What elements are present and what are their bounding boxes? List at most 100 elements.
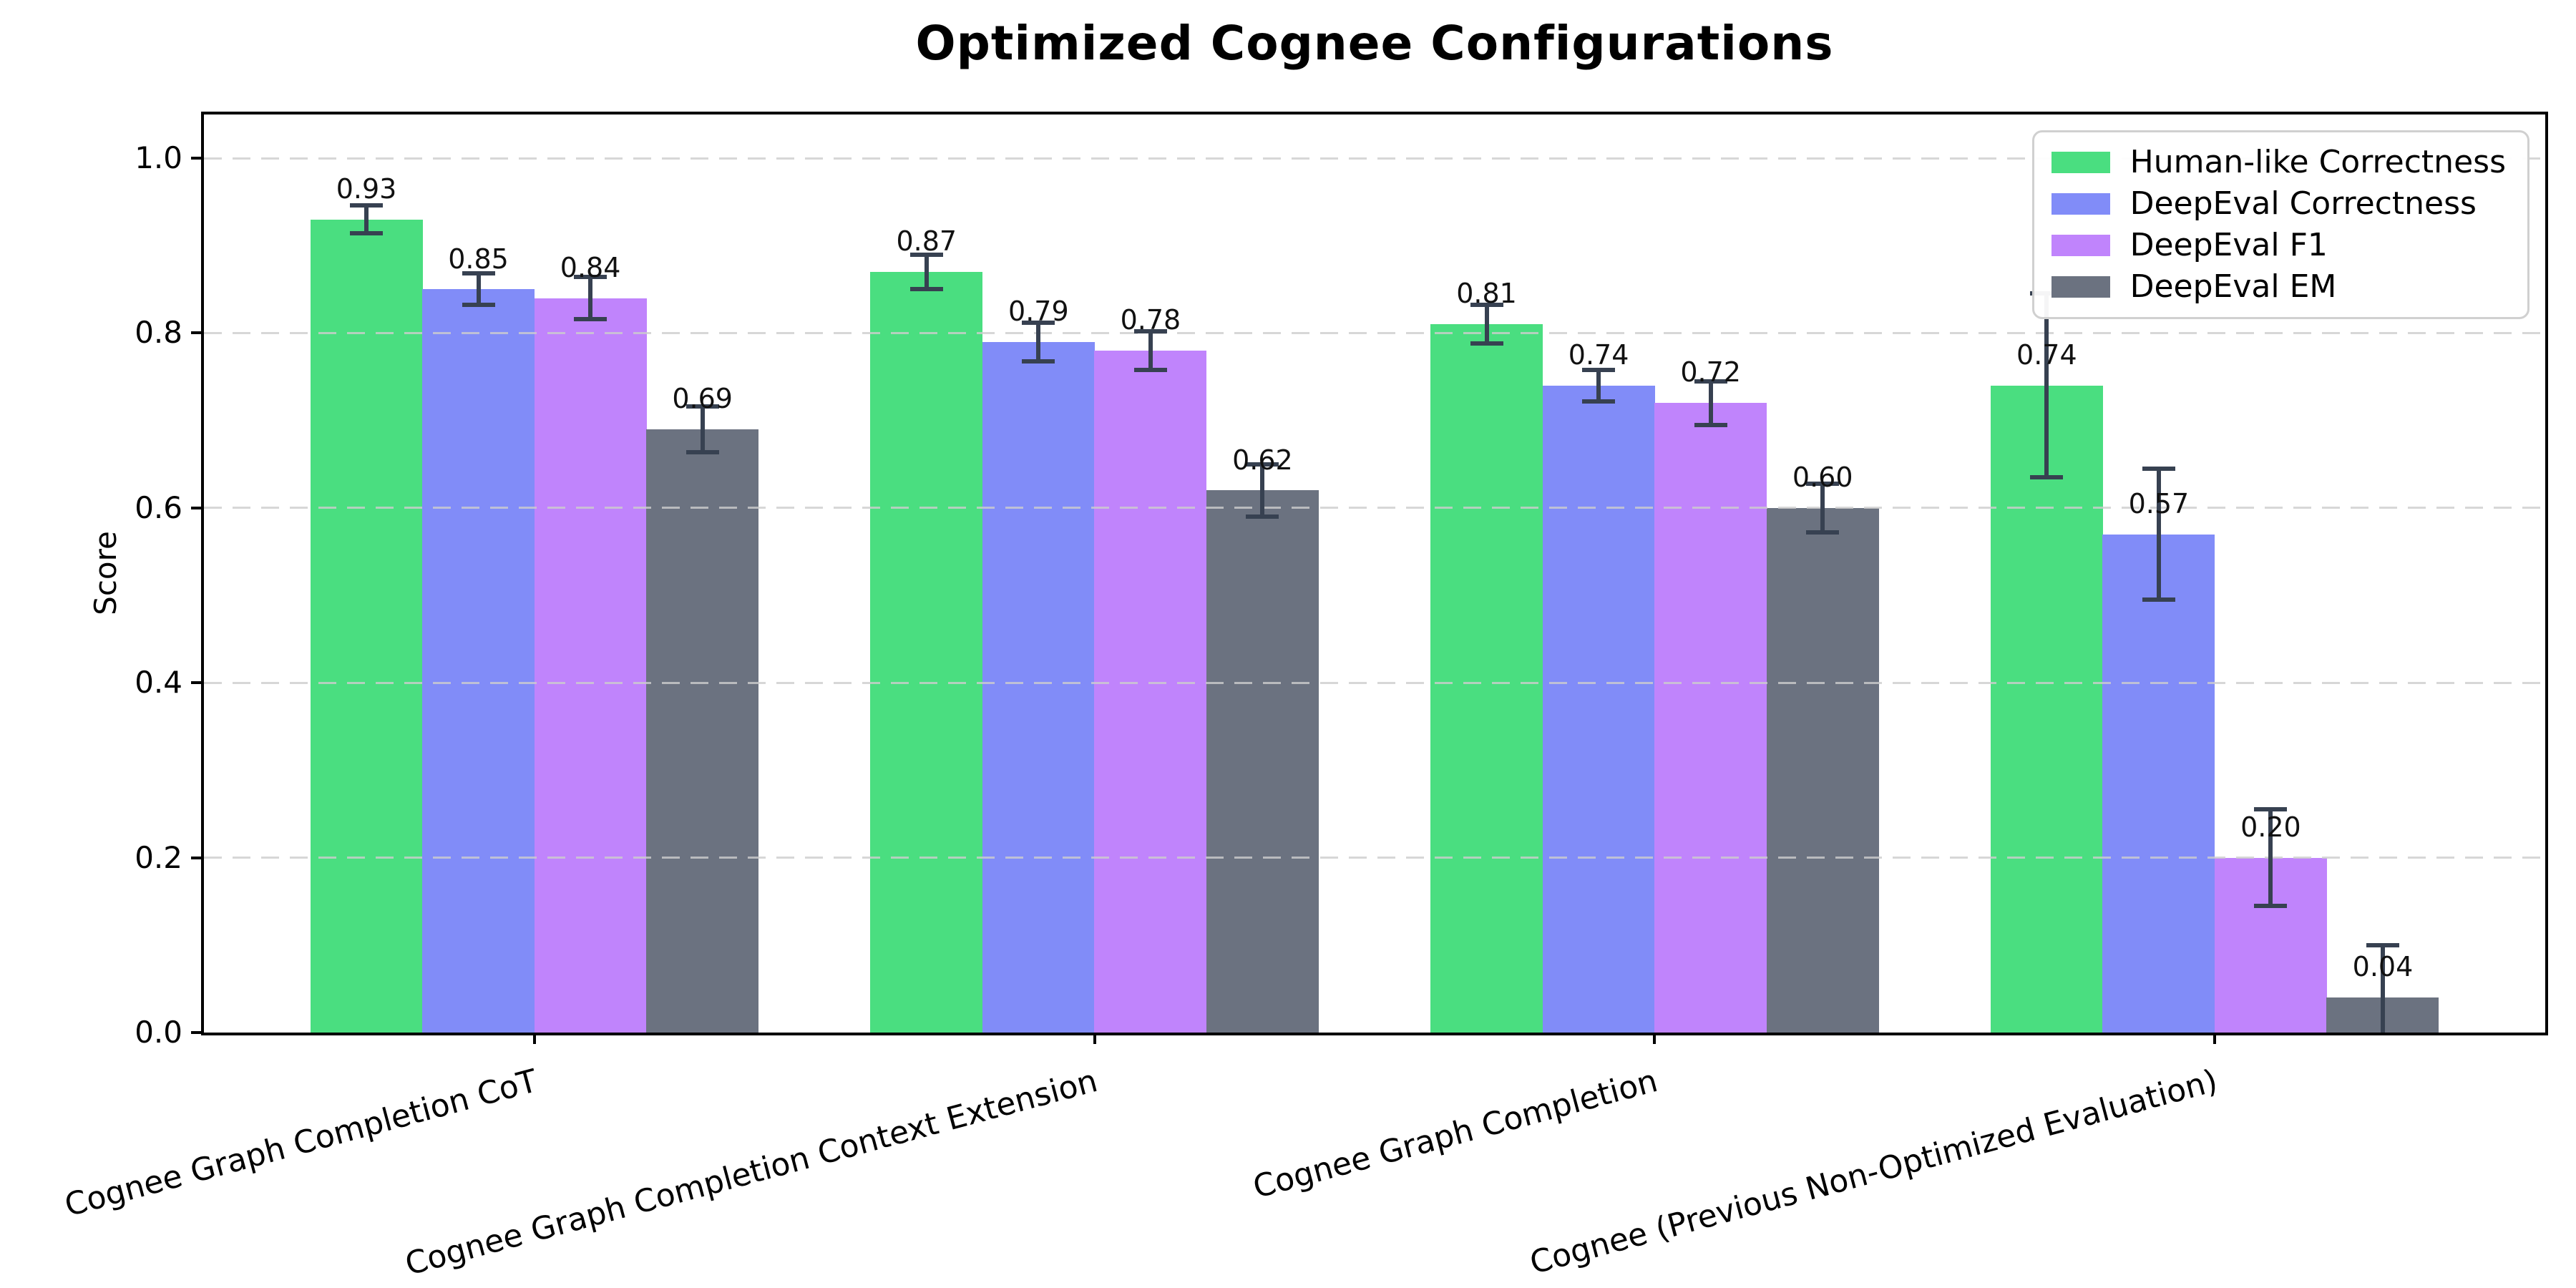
value-label: 0.04	[2352, 951, 2414, 983]
y-tick-label: 0.0	[135, 1015, 182, 1050]
legend-label: DeepEval Correctness	[2129, 185, 2477, 222]
legend-item: DeepEval Correctness	[2051, 188, 2506, 220]
legend: Human-like Correctness DeepEval Correctne…	[2031, 130, 2529, 319]
error-bar-cap	[350, 203, 383, 208]
value-label: 0.74	[2016, 339, 2077, 371]
y-tick-label: 0.8	[135, 315, 182, 351]
value-label: 0.20	[2240, 811, 2301, 843]
legend-swatch	[2051, 193, 2110, 215]
value-label: 0.74	[1568, 339, 1629, 371]
legend-label: Human-like Correctness	[2129, 144, 2506, 180]
error-bar-cap	[1582, 399, 1616, 404]
error-bar-cap	[1582, 367, 1616, 372]
gridline	[204, 857, 2545, 859]
error-bar-cap	[1806, 530, 1840, 535]
y-tick-label: 0.2	[135, 839, 182, 875]
error-bar	[2044, 293, 2049, 478]
error-bar	[2268, 809, 2273, 906]
gridline	[204, 681, 2545, 684]
error-bar-cap	[2142, 597, 2175, 602]
bar	[1206, 490, 1319, 1033]
error-bar	[1484, 305, 1489, 344]
bar	[2102, 534, 2215, 1033]
error-bar-cap	[2366, 942, 2399, 947]
x-tick-label: Cognee Graph Completion CoT	[60, 1063, 542, 1224]
error-bar-cap	[686, 449, 719, 454]
legend-swatch	[2051, 276, 2110, 298]
y-tick	[191, 157, 204, 160]
legend-item: DeepEval F1	[2051, 230, 2506, 261]
error-bar-cap	[350, 231, 383, 236]
y-tick	[191, 1031, 204, 1034]
error-bar-cap	[909, 252, 943, 257]
error-bar	[588, 277, 593, 319]
gridline	[204, 331, 2545, 334]
value-label: 0.69	[672, 383, 733, 415]
error-bar-cap	[462, 303, 495, 308]
chart-title: Optimized Cognee Configurations	[915, 16, 1834, 71]
y-tick	[191, 681, 204, 685]
gridline	[204, 507, 2545, 509]
error-bar	[364, 205, 369, 234]
legend-item: Human-like Correctness	[2051, 147, 2506, 178]
value-label: 0.84	[560, 251, 621, 283]
x-tick	[2213, 1033, 2217, 1044]
error-bar-cap	[1470, 341, 1503, 346]
error-bar-cap	[574, 316, 608, 321]
error-bar	[1708, 381, 1713, 425]
y-tick	[191, 331, 204, 335]
error-bar-cap	[686, 404, 719, 409]
x-tick	[1653, 1033, 1657, 1044]
value-label: 0.78	[1120, 304, 1181, 336]
value-label: 0.62	[1232, 444, 1293, 476]
error-bar-cap	[1246, 514, 1279, 519]
y-tick	[191, 506, 204, 509]
error-bar	[2156, 468, 2161, 600]
bar	[1430, 324, 1543, 1033]
bar	[982, 341, 1095, 1033]
error-bar	[476, 273, 481, 306]
error-bar-cap	[1022, 320, 1055, 325]
error-bar-cap	[1246, 462, 1279, 467]
legend-item: DeepEval EM	[2051, 271, 2506, 303]
value-label: 0.81	[1456, 278, 1517, 310]
bar	[422, 289, 535, 1033]
value-label: 0.60	[1792, 462, 1853, 494]
bar	[1990, 385, 2103, 1033]
bar	[1094, 350, 1207, 1033]
gridline	[204, 157, 2545, 160]
bar	[310, 219, 423, 1033]
bar	[646, 429, 759, 1033]
error-bar	[1148, 331, 1153, 370]
legend-label: DeepEval EM	[2129, 268, 2337, 305]
legend-swatch	[2051, 152, 2110, 173]
error-bar-cap	[2030, 475, 2064, 480]
error-bar-cap	[462, 271, 495, 276]
error-bar-cap	[1694, 379, 1727, 384]
error-bar	[1260, 464, 1265, 517]
y-tick-label: 1.0	[135, 140, 182, 176]
value-label: 0.87	[896, 225, 957, 258]
x-tick	[532, 1033, 536, 1044]
y-tick-label: 0.4	[135, 665, 182, 701]
y-tick-label: 0.6	[135, 489, 182, 525]
y-tick	[191, 856, 204, 859]
legend-swatch	[2051, 235, 2110, 256]
legend-label: DeepEval F1	[2129, 227, 2328, 263]
error-bar-cap	[1806, 481, 1840, 486]
value-label: 0.79	[1008, 295, 1069, 327]
value-label: 0.85	[448, 243, 509, 275]
bar	[870, 271, 983, 1033]
error-bar-cap	[1022, 358, 1055, 364]
error-bar	[1820, 483, 1825, 533]
x-tick-label: Cognee Graph Completion	[1249, 1063, 1662, 1206]
error-bar	[2380, 945, 2385, 1033]
bar	[1766, 507, 1879, 1033]
error-bar	[700, 406, 705, 452]
bar	[534, 298, 647, 1033]
bar	[1542, 385, 1655, 1033]
error-bar-cap	[2254, 807, 2288, 812]
error-bar-cap	[2254, 903, 2288, 908]
error-bar-cap	[1470, 303, 1503, 308]
